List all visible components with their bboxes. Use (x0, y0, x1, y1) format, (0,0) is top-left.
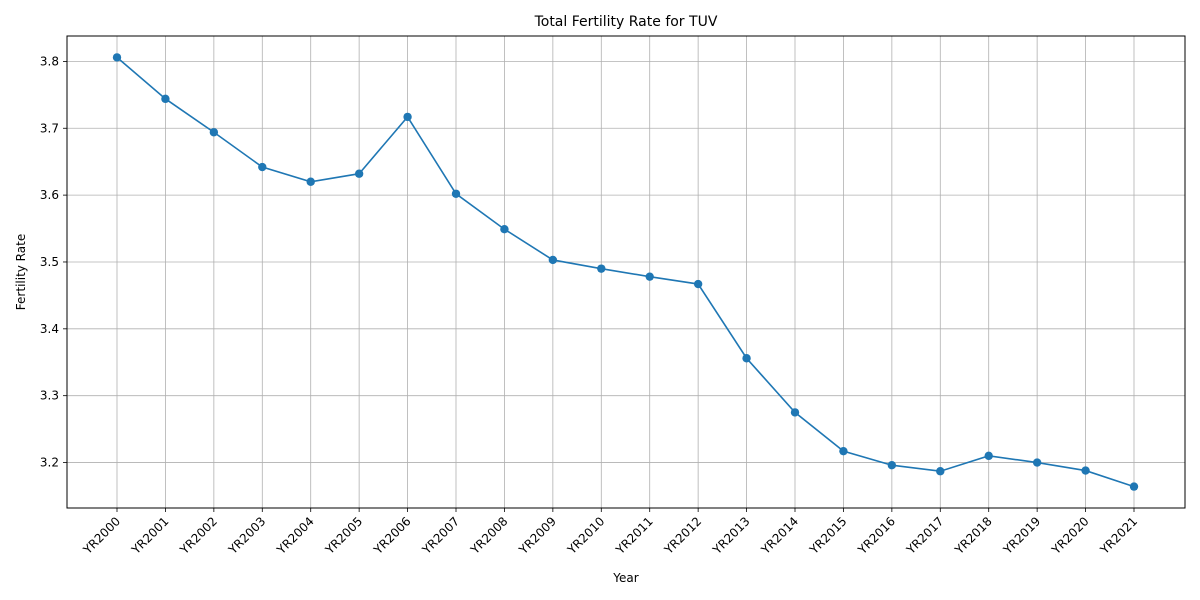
data-point (887, 461, 897, 470)
x-tick-label: YR2010 (564, 514, 607, 557)
x-tick-label: YR2005 (322, 514, 365, 557)
data-point (112, 53, 122, 62)
data-point (1081, 466, 1090, 475)
y-tick-label: 3.8 (40, 54, 59, 68)
data-point (839, 446, 848, 456)
data-point (984, 451, 993, 461)
data-point (403, 112, 412, 122)
x-tick-label: YR2016 (855, 514, 898, 557)
x-tick-label: YR2000 (80, 514, 123, 557)
data-point (1129, 482, 1139, 491)
x-tick-label: YR2008 (467, 514, 510, 557)
data-point (1032, 458, 1042, 467)
data-point (645, 272, 654, 281)
x-tick-label: YR2018 (952, 514, 995, 557)
y-axis-label: Fertility Rate (14, 234, 28, 310)
y-tick-label: 3.2 (40, 456, 59, 470)
series-line (116, 56, 1135, 488)
x-tick-label: YR2011 (613, 514, 656, 557)
plot-frame (66, 35, 1186, 509)
x-tick-label: YR2001 (128, 514, 171, 557)
x-axis-label: Year (612, 571, 638, 585)
data-point (451, 189, 461, 198)
chart-title: Total Fertility Rate for TUV (534, 14, 718, 30)
x-tick-label: YR2020 (1048, 514, 1091, 557)
data-point (500, 225, 509, 234)
data-point (742, 354, 751, 363)
data-point (209, 128, 219, 137)
data-point (693, 279, 703, 289)
grid-lines (67, 36, 1185, 508)
data-point (258, 162, 267, 172)
data-point (306, 177, 315, 186)
x-tick-label: YR2012 (661, 514, 704, 557)
x-tick-label: YR2002 (177, 514, 220, 557)
y-tick-label: 3.6 (40, 188, 59, 202)
x-tick-label: YR2006 (370, 514, 413, 557)
x-tick-label: YR2014 (758, 514, 801, 557)
data-point (597, 264, 606, 273)
y-tick-label: 3.4 (40, 322, 59, 336)
x-tick-label: YR2009 (516, 514, 559, 557)
series-layer (112, 53, 1139, 491)
x-tick-label: YR2021 (1097, 514, 1140, 557)
x-tick-label: YR2004 (274, 514, 317, 557)
y-tick-label: 3.5 (40, 255, 59, 269)
x-tick-label: YR2007 (419, 514, 462, 557)
x-tick-label: YR2003 (225, 514, 268, 557)
x-tick-label: YR2019 (1000, 514, 1043, 557)
y-tick-label: 3.7 (40, 121, 59, 135)
x-axis: YR2000 YR2001 YR2002 YR2003 YR2004 YR2005 YR20… (80, 508, 1140, 558)
x-tick-label: YR2017 (903, 514, 946, 557)
x-tick-label: YR2015 (806, 514, 849, 557)
data-point (790, 408, 800, 417)
data-point (548, 255, 558, 265)
data-point (354, 169, 364, 178)
data-point (936, 467, 945, 476)
y-axis: 3.2 3.3 3.4 3.5 3.6 3.7 3.8 (40, 54, 67, 470)
y-tick-label: 3.3 (40, 389, 59, 403)
x-tick-label: YR2013 (709, 514, 752, 557)
data-point (161, 94, 170, 104)
